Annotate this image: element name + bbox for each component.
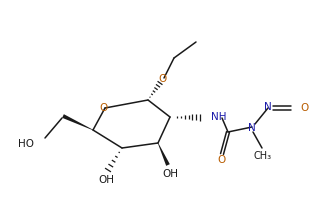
Text: O: O (100, 103, 108, 113)
Text: O: O (300, 103, 308, 113)
Text: HO: HO (18, 139, 34, 149)
Text: OH: OH (98, 175, 114, 185)
Polygon shape (158, 143, 170, 166)
Polygon shape (62, 114, 93, 130)
Text: O: O (218, 155, 226, 165)
Text: NH: NH (211, 112, 227, 122)
Text: N: N (264, 102, 272, 112)
Text: N: N (248, 123, 256, 133)
Text: O: O (159, 74, 167, 84)
Text: CH₃: CH₃ (254, 151, 272, 161)
Text: OH: OH (162, 169, 178, 179)
